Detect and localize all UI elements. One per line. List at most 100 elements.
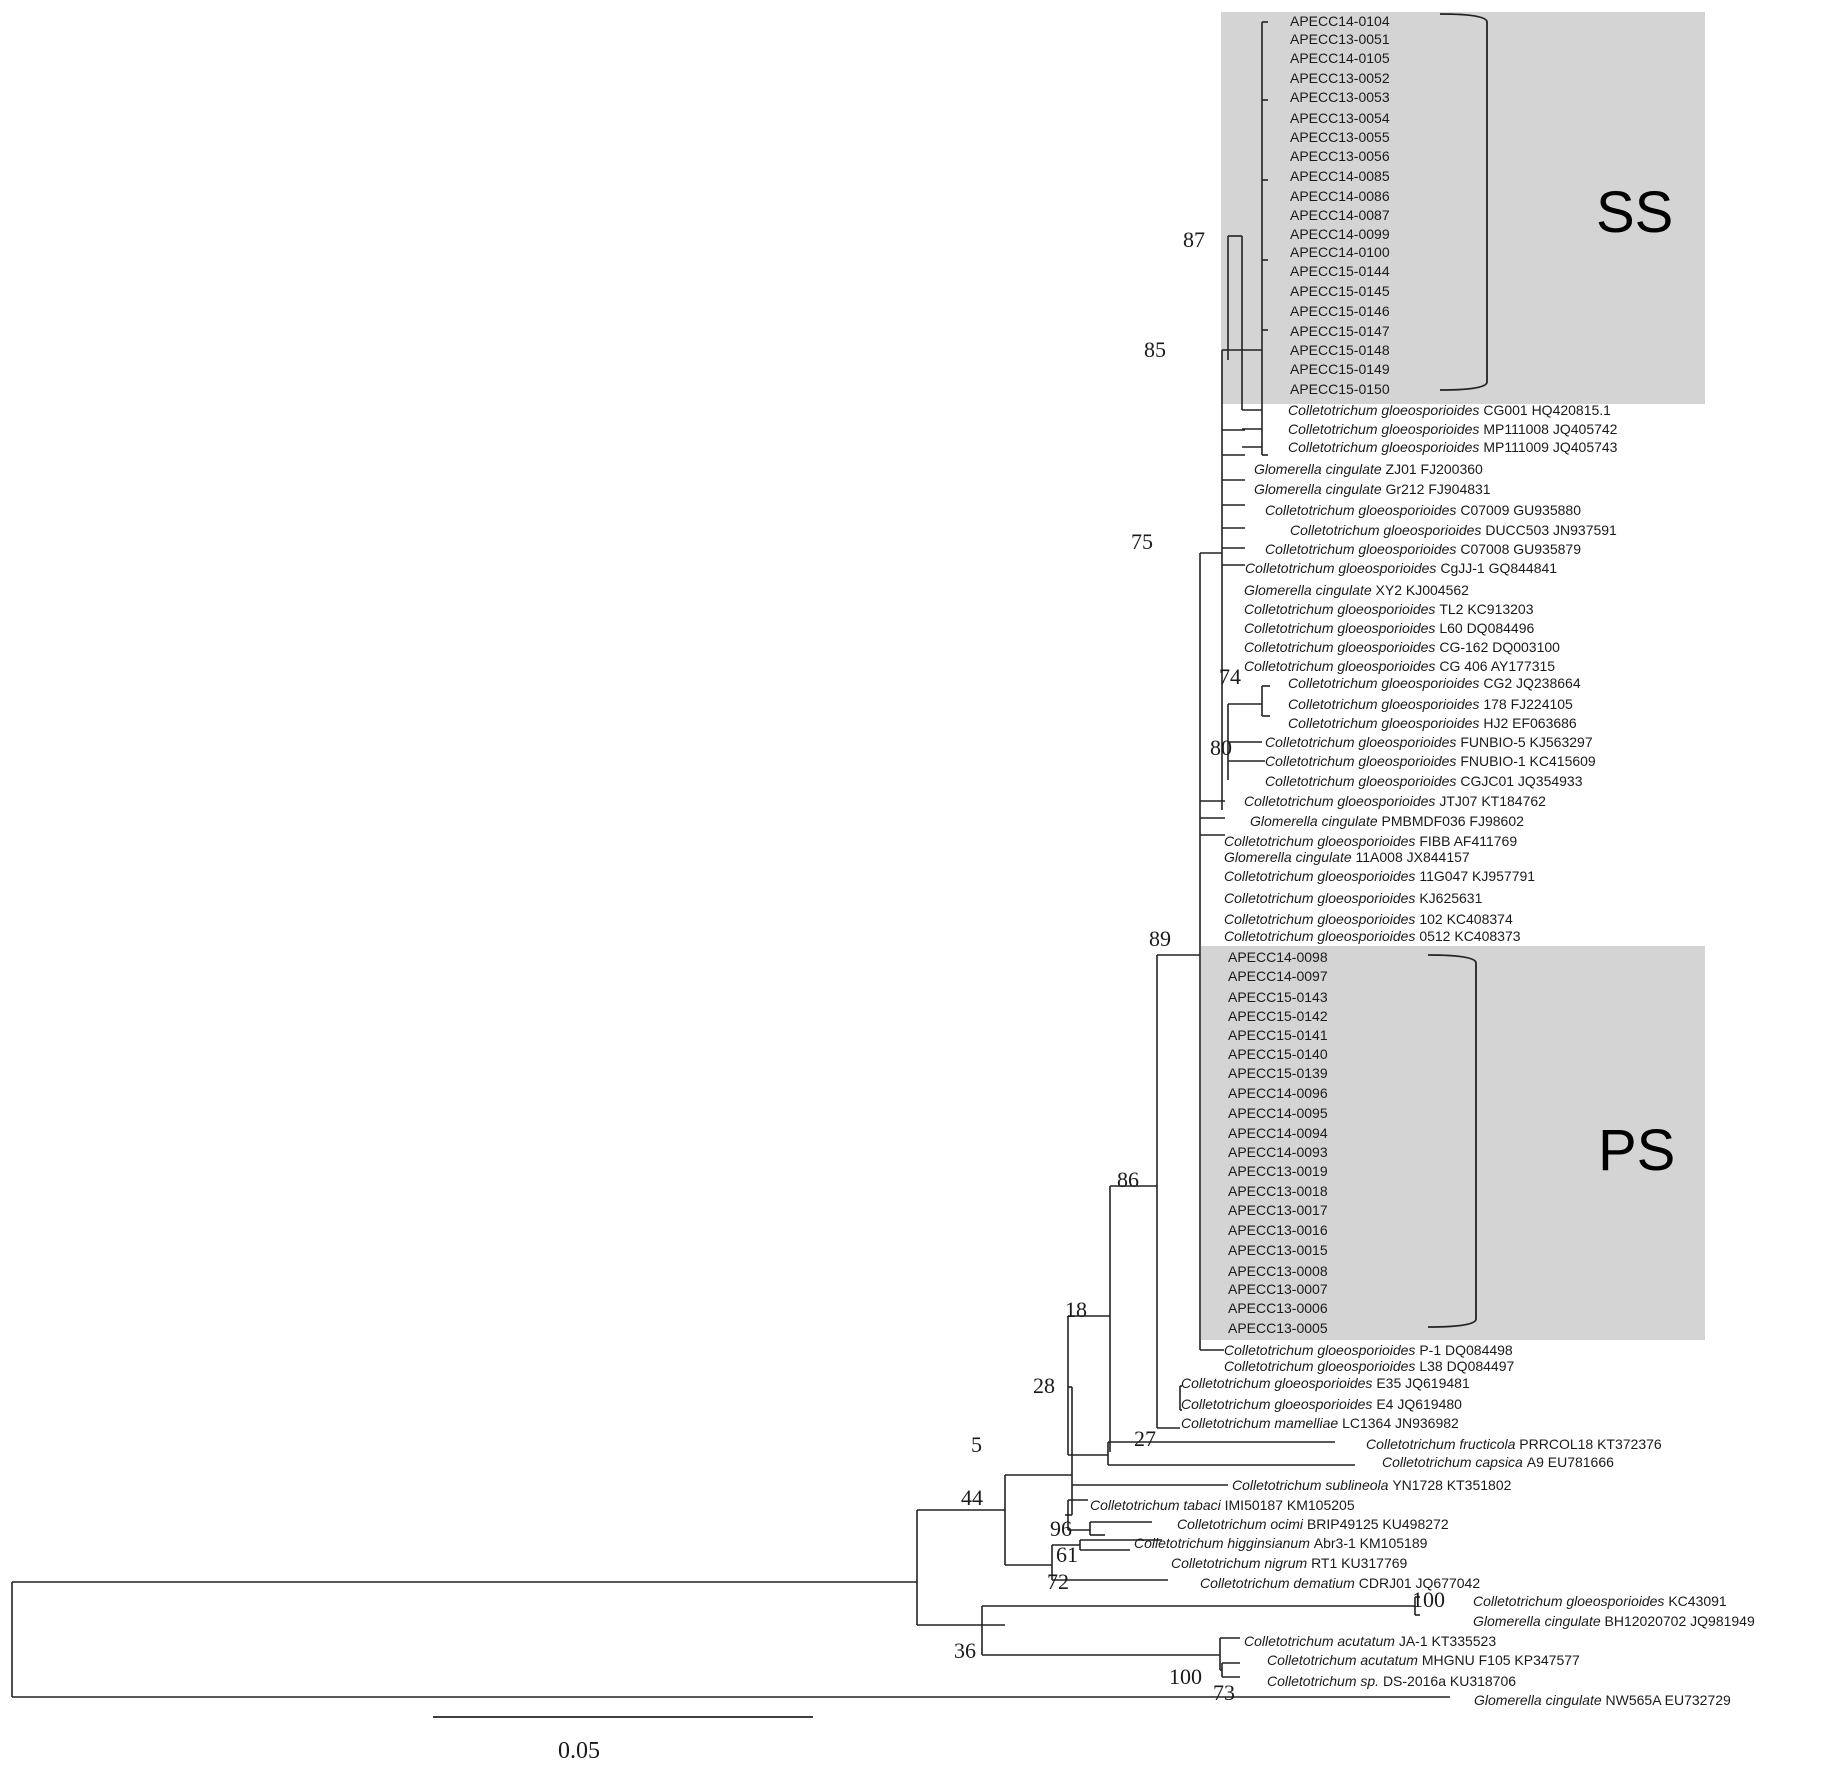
taxon-colletotrichum-gloeosporioides-fibb-af411769: Colletotrichum gloeosporioides FIBB AF41… [1224, 833, 1517, 849]
ss-taxon-apecc15-0149: APECC15-0149 [1290, 361, 1390, 377]
ps-taxon-apecc13-0018: APECC13-0018 [1228, 1183, 1328, 1199]
bootstrap-value: 89 [1149, 926, 1171, 951]
ps-taxon-apecc14-0096: APECC14-0096 [1228, 1085, 1328, 1101]
taxon-colletotrichum-gloeosporioides-mp111009-jq405743: Colletotrichum gloeosporioides MP111009 … [1288, 439, 1618, 455]
ss-taxon-apecc14-0100: APECC14-0100 [1290, 244, 1390, 260]
taxon-colletotrichum-gloeosporioides-cg-406-ay177315: Colletotrichum gloeosporioides CG 406 AY… [1244, 658, 1555, 674]
bootstrap-value: 5 [971, 1432, 982, 1457]
ps-taxon-apecc15-0142: APECC15-0142 [1228, 1008, 1328, 1024]
bootstrap-value: 73 [1213, 1680, 1235, 1705]
taxon-colletotrichum-tabaci-imi50187-km105205: Colletotrichum tabaci IMI50187 KM105205 [1090, 1497, 1355, 1513]
taxon-colletotrichum-gloeosporioides-e4-jq619480: Colletotrichum gloeosporioides E4 JQ6194… [1181, 1396, 1462, 1412]
ps-taxon-apecc15-0139: APECC15-0139 [1228, 1065, 1328, 1081]
bootstrap-value: 85 [1144, 337, 1166, 362]
bootstrap-value: 61 [1056, 1542, 1078, 1567]
taxon-colletotrichum-gloeosporioides-c07009-gu935880: Colletotrichum gloeosporioides C07009 GU… [1265, 502, 1581, 518]
taxon-colletotrichum-nigrum-rt1-ku317769: Colletotrichum nigrum RT1 KU317769 [1171, 1555, 1408, 1571]
ps-group-label: PS [1598, 1118, 1675, 1183]
taxon-labels: APECC14-0104 APECC13-0051 APECC14-0105 APEC… [1090, 13, 1755, 1708]
taxon-colletotrichum-higginsianum-abr3-1-km105189: Colletotrichum higginsianum Abr3-1 KM105… [1134, 1535, 1428, 1551]
ps-taxon-apecc13-0015: APECC13-0015 [1228, 1242, 1328, 1258]
taxon-colletotrichum-gloeosporioides-178-fj224105: Colletotrichum gloeosporioides 178 FJ224… [1288, 696, 1573, 712]
taxon-glomerella-cingulate-xy2-kj004562: Glomerella cingulate XY2 KJ004562 [1244, 582, 1469, 598]
bootstrap-value: 72 [1047, 1569, 1069, 1594]
ps-taxon-apecc14-0093: APECC14-0093 [1228, 1144, 1328, 1160]
ss-bracket [1439, 13, 1488, 391]
ps-taxon-apecc13-0016: APECC13-0016 [1228, 1222, 1328, 1238]
taxon-glomerella-cingulate-11a008-jx844157: Glomerella cingulate 11A008 JX844157 [1224, 849, 1470, 865]
taxon-colletotrichum-mamelliae-lc1364-jn936982: Colletotrichum mamelliae LC1364 JN936982 [1181, 1415, 1459, 1431]
taxon-colletotrichum-gloeosporioides-kj625631: Colletotrichum gloeosporioides KJ625631 [1224, 890, 1483, 906]
ss-taxon-apecc13-0056: APECC13-0056 [1290, 148, 1390, 164]
taxon-colletotrichum-gloeosporioides-l60-dq084496: Colletotrichum gloeosporioides L60 DQ084… [1244, 620, 1535, 636]
ps-taxon-apecc13-0017: APECC13-0017 [1228, 1202, 1328, 1218]
taxon-colletotrichum-gloeosporioides-11g047-kj957791: Colletotrichum gloeosporioides 11G047 KJ… [1224, 868, 1535, 884]
ps-taxon-apecc15-0143: APECC15-0143 [1228, 989, 1328, 1005]
taxon-colletotrichum-gloeosporioides-cg-162-dq003100: Colletotrichum gloeosporioides CG-162 DQ… [1244, 639, 1560, 655]
bootstrap-value: 36 [954, 1638, 976, 1663]
bootstrap-value: 80 [1210, 735, 1232, 760]
ps-taxon-apecc15-0140: APECC15-0140 [1228, 1046, 1328, 1062]
bootstrap-value: 74 [1219, 664, 1241, 689]
ss-taxon-apecc15-0145: APECC15-0145 [1290, 283, 1390, 299]
taxon-colletotrichum-gloeosporioides-kc43091: Colletotrichum gloeosporioides KC43091 [1473, 1593, 1727, 1609]
taxon-glomerella-cingulate-bh12020702-jq981949: Glomerella cingulate BH12020702 JQ981949 [1473, 1613, 1755, 1629]
taxon-colletotrichum-sp-ds-2016a-ku318706: Colletotrichum sp. DS-2016a KU318706 [1267, 1673, 1516, 1689]
bootstrap-value: 28 [1033, 1373, 1055, 1398]
taxon-colletotrichum-gloeosporioides-fnubio-1-kc415609: Colletotrichum gloeosporioides FNUBIO-1 … [1265, 753, 1596, 769]
taxon-colletotrichum-gloeosporioides-cgjj-1-gq844841: Colletotrichum gloeosporioides CgJJ-1 GQ… [1245, 560, 1557, 576]
scale-bar: 0.05 [433, 1716, 813, 1764]
bootstrap-value: 27 [1134, 1426, 1156, 1451]
ps-taxon-apecc13-0008: APECC13-0008 [1228, 1263, 1328, 1279]
bootstrap-value: 86 [1117, 1167, 1139, 1192]
scale-bar-label: 0.05 [558, 1738, 600, 1764]
taxon-glomerella-cingulate-nw565a-eu732729: Glomerella cingulate NW565A EU732729 [1474, 1692, 1731, 1708]
ss-taxon-apecc15-0147: APECC15-0147 [1290, 323, 1390, 339]
taxon-colletotrichum-sublineola-yn1728-kt351802: Colletotrichum sublineola YN1728 KT35180… [1232, 1477, 1512, 1493]
tree-branches [11, 21, 1450, 1698]
taxon-colletotrichum-gloeosporioides-ducc503-jn937591: Colletotrichum gloeosporioides DUCC503 J… [1290, 522, 1617, 538]
ss-taxon-apecc14-0087: APECC14-0087 [1290, 207, 1390, 223]
ps-taxon-apecc14-0095: APECC14-0095 [1228, 1105, 1328, 1121]
taxon-glomerella-cingulate-pmbmdf036-fj98602: Glomerella cingulate PMBMDF036 FJ98602 [1250, 813, 1524, 829]
ps-taxon-apecc13-0006: APECC13-0006 [1228, 1300, 1328, 1316]
ss-taxon-apecc14-0105: APECC14-0105 [1290, 50, 1390, 66]
ss-taxon-apecc14-0085: APECC14-0085 [1290, 168, 1390, 184]
taxon-colletotrichum-capsica-a9-eu781666: Colletotrichum capsica A9 EU781666 [1382, 1454, 1614, 1470]
ps-bracket [1427, 954, 1477, 1328]
taxon-colletotrichum-gloeosporioides-e35-jq619481: Colletotrichum gloeosporioides E35 JQ619… [1181, 1375, 1470, 1391]
bootstrap-value: 96 [1050, 1516, 1072, 1541]
taxon-colletotrichum-ocimi-brip49125-ku498272: Colletotrichum ocimi BRIP49125 KU498272 [1177, 1516, 1449, 1532]
ps-taxon-apecc15-0141: APECC15-0141 [1228, 1027, 1328, 1043]
taxon-colletotrichum-gloeosporioides-p-1-dq084498: Colletotrichum gloeosporioides P-1 DQ084… [1224, 1342, 1513, 1358]
taxon-colletotrichum-acutatum-ja-1-kt335523: Colletotrichum acutatum JA-1 KT335523 [1244, 1633, 1496, 1649]
bootstrap-value: 75 [1131, 529, 1153, 554]
ss-taxon-apecc13-0052: APECC13-0052 [1290, 70, 1390, 86]
ps-taxon-apecc14-0097: APECC14-0097 [1228, 968, 1328, 984]
ss-taxon-apecc15-0150: APECC15-0150 [1290, 381, 1390, 397]
taxon-colletotrichum-gloeosporioides-l38-dq084497: Colletotrichum gloeosporioides L38 DQ084… [1224, 1358, 1515, 1374]
ps-taxon-apecc13-0007: APECC13-0007 [1228, 1281, 1328, 1297]
group-labels: SS PS [1596, 180, 1675, 1183]
ps-taxon-apecc14-0094: APECC14-0094 [1228, 1125, 1328, 1141]
ps-clade-shade [1201, 946, 1705, 1340]
ps-taxon-apecc14-0098: APECC14-0098 [1228, 949, 1328, 965]
bootstrap-value: 44 [961, 1485, 983, 1510]
ss-taxon-apecc14-0086: APECC14-0086 [1290, 188, 1390, 204]
ss-taxon-apecc15-0148: APECC15-0148 [1290, 342, 1390, 358]
ss-taxon-apecc13-0055: APECC13-0055 [1290, 129, 1390, 145]
ss-taxon-apecc13-0051: APECC13-0051 [1290, 31, 1390, 47]
taxon-colletotrichum-fructicola-prrcol18-kt372376: Colletotrichum fructicola PRRCOL18 KT372… [1366, 1436, 1662, 1452]
ss-taxon-apecc14-0099: APECC14-0099 [1290, 226, 1390, 242]
bootstrap-value: 100 [1412, 1587, 1445, 1612]
ss-taxon-apecc15-0144: APECC15-0144 [1290, 263, 1390, 279]
ps-taxon-apecc13-0019: APECC13-0019 [1228, 1163, 1328, 1179]
bootstrap-value: 18 [1065, 1297, 1087, 1322]
ss-taxon-apecc14-0104: APECC14-0104 [1290, 13, 1390, 29]
taxon-colletotrichum-gloeosporioides-mp111008-jq405742: Colletotrichum gloeosporioides MP111008 … [1288, 421, 1618, 437]
taxon-colletotrichum-dematium-cdrj01-jq677042: Colletotrichum dematium CDRJ01 JQ677042 [1200, 1575, 1480, 1591]
ss-taxon-apecc13-0053: APECC13-0053 [1290, 89, 1390, 105]
taxon-colletotrichum-gloeosporioides-cg2-jq238664: Colletotrichum gloeosporioides CG2 JQ238… [1288, 675, 1581, 691]
ss-taxon-apecc13-0054: APECC13-0054 [1290, 110, 1390, 126]
